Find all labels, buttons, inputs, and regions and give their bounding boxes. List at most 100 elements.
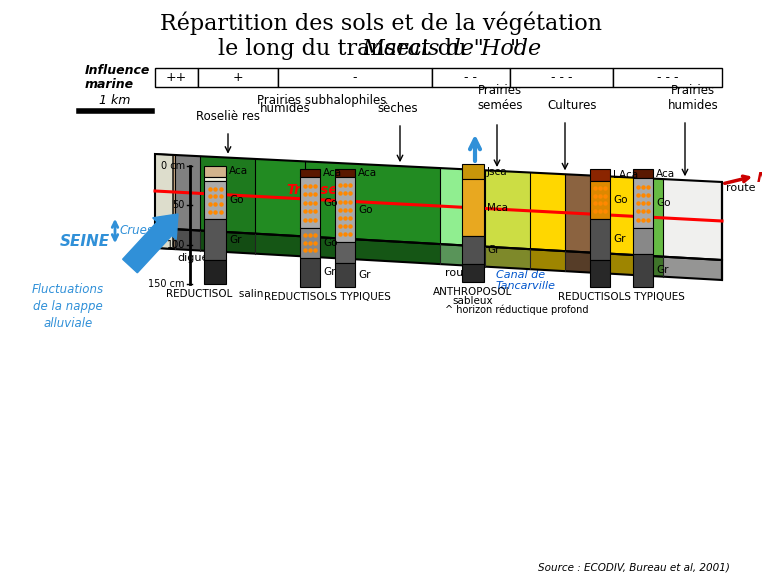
Bar bbox=[462, 264, 484, 282]
Bar bbox=[633, 228, 653, 254]
Text: REDUCTISOLS TYPIQUES: REDUCTISOLS TYPIQUES bbox=[264, 292, 391, 302]
Text: ".: ". bbox=[510, 38, 527, 60]
Text: Gr: Gr bbox=[358, 270, 370, 280]
Text: Go: Go bbox=[323, 238, 338, 248]
Polygon shape bbox=[663, 257, 722, 280]
Text: humides: humides bbox=[260, 102, 310, 115]
Bar bbox=[278, 68, 432, 87]
Text: Répartition des sols et de la végétation: Répartition des sols et de la végétation bbox=[160, 11, 602, 35]
Polygon shape bbox=[640, 178, 663, 257]
Bar bbox=[204, 176, 226, 181]
Text: 150 cm: 150 cm bbox=[149, 279, 185, 289]
Text: +: + bbox=[232, 71, 243, 84]
Text: Gr: Gr bbox=[613, 234, 626, 244]
Text: Jsca: Jsca bbox=[487, 166, 507, 176]
Text: Go: Go bbox=[323, 197, 338, 207]
Text: Gr: Gr bbox=[656, 265, 668, 275]
Text: Cultures: Cultures bbox=[547, 99, 597, 112]
Bar bbox=[204, 166, 226, 176]
Polygon shape bbox=[175, 229, 200, 251]
Bar bbox=[462, 236, 484, 264]
Polygon shape bbox=[200, 156, 255, 234]
Text: 0 cm: 0 cm bbox=[161, 161, 185, 171]
Polygon shape bbox=[530, 172, 565, 251]
Text: Fluctuations
de la nappe
alluviale: Fluctuations de la nappe alluviale bbox=[32, 283, 104, 330]
Polygon shape bbox=[200, 230, 255, 254]
Text: REDUCTISOLS TYPIQUES: REDUCTISOLS TYPIQUES bbox=[558, 292, 685, 302]
Text: - - -: - - - bbox=[657, 71, 678, 84]
Bar bbox=[300, 169, 320, 177]
Polygon shape bbox=[440, 168, 465, 246]
Text: Prairies
semées: Prairies semées bbox=[477, 84, 523, 112]
Text: -: - bbox=[353, 71, 357, 84]
Text: Source : ECODIV, Bureau et al, 2001): Source : ECODIV, Bureau et al, 2001) bbox=[538, 562, 730, 572]
Text: ++: ++ bbox=[166, 71, 187, 84]
Text: Gr: Gr bbox=[323, 267, 335, 277]
Bar bbox=[204, 219, 226, 260]
Bar bbox=[633, 179, 653, 228]
Bar bbox=[335, 169, 355, 177]
Text: Aca: Aca bbox=[323, 168, 342, 178]
Bar bbox=[204, 181, 226, 219]
Bar bbox=[462, 179, 484, 236]
Polygon shape bbox=[640, 255, 663, 277]
Text: le long du transect du ": le long du transect du " bbox=[218, 38, 484, 60]
Polygon shape bbox=[565, 251, 600, 273]
Text: Roseliè res: Roseliè res bbox=[196, 110, 260, 123]
Bar bbox=[204, 260, 226, 284]
Polygon shape bbox=[440, 244, 465, 265]
Text: ^ horizon réductique profond: ^ horizon réductique profond bbox=[445, 305, 588, 315]
Bar bbox=[432, 68, 510, 87]
Text: Crues: Crues bbox=[120, 224, 154, 237]
Bar bbox=[633, 169, 653, 179]
Bar bbox=[633, 254, 653, 287]
Polygon shape bbox=[530, 249, 565, 271]
Text: SEINE: SEINE bbox=[60, 233, 110, 248]
Text: - -: - - bbox=[465, 71, 478, 84]
Bar bbox=[335, 242, 355, 263]
Text: Go: Go bbox=[656, 198, 671, 208]
Polygon shape bbox=[663, 179, 722, 260]
Polygon shape bbox=[155, 228, 175, 249]
Polygon shape bbox=[305, 237, 440, 264]
Text: 1 km: 1 km bbox=[99, 94, 131, 107]
Polygon shape bbox=[155, 154, 175, 229]
Text: Prairies
humides: Prairies humides bbox=[668, 84, 719, 112]
Bar bbox=[462, 164, 484, 179]
Polygon shape bbox=[600, 176, 640, 255]
Text: Influence
marine: Influence marine bbox=[85, 63, 150, 91]
Text: Aca: Aca bbox=[656, 169, 675, 179]
Text: Gr: Gr bbox=[487, 245, 500, 255]
Text: Canal de
Tancarville: Canal de Tancarville bbox=[496, 270, 556, 291]
Text: route: route bbox=[726, 183, 755, 193]
Text: Go: Go bbox=[613, 195, 627, 205]
Text: digue: digue bbox=[178, 253, 209, 263]
Bar bbox=[300, 257, 320, 287]
Bar bbox=[590, 169, 610, 181]
Text: Go: Go bbox=[229, 195, 244, 205]
Text: Aca: Aca bbox=[229, 166, 248, 176]
Polygon shape bbox=[565, 174, 600, 253]
Polygon shape bbox=[255, 234, 305, 257]
Text: sèches: sèches bbox=[378, 102, 418, 115]
Text: ANTHROPOSOL: ANTHROPOSOL bbox=[434, 287, 513, 297]
Text: 50: 50 bbox=[173, 200, 185, 210]
Bar bbox=[510, 68, 613, 87]
Bar bbox=[300, 228, 320, 257]
Bar bbox=[335, 177, 355, 242]
Polygon shape bbox=[255, 159, 305, 237]
Text: REDUCTISOL  salin: REDUCTISOL salin bbox=[166, 289, 264, 299]
Bar bbox=[155, 68, 198, 87]
FancyArrow shape bbox=[123, 214, 178, 272]
Text: route: route bbox=[445, 268, 475, 278]
Bar bbox=[335, 263, 355, 287]
Polygon shape bbox=[600, 253, 640, 275]
Bar bbox=[590, 219, 610, 260]
Bar bbox=[198, 68, 278, 87]
Bar bbox=[590, 260, 610, 287]
Text: Aca: Aca bbox=[358, 168, 377, 178]
Polygon shape bbox=[485, 247, 530, 269]
Text: Marais de Hode: Marais de Hode bbox=[361, 38, 541, 60]
Text: Go: Go bbox=[358, 205, 373, 214]
Polygon shape bbox=[465, 169, 485, 247]
